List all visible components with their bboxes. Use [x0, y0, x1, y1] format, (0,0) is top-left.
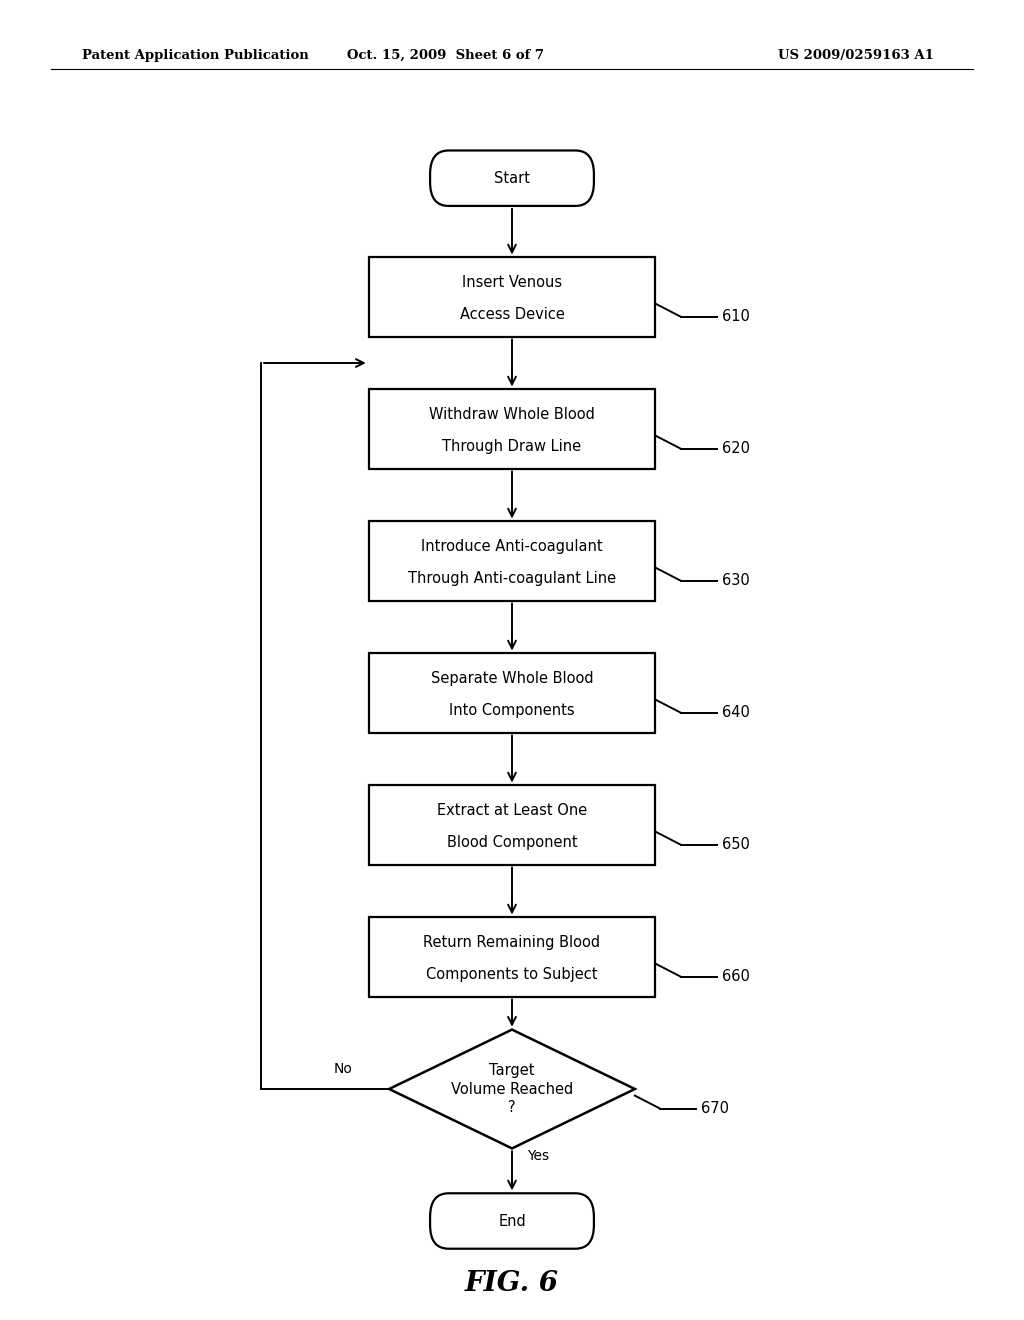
Text: Start: Start [494, 170, 530, 186]
Text: Oct. 15, 2009  Sheet 6 of 7: Oct. 15, 2009 Sheet 6 of 7 [347, 49, 544, 62]
Text: Introduce Anti-coagulant: Introduce Anti-coagulant [421, 539, 603, 554]
Text: Blood Component: Blood Component [446, 834, 578, 850]
Text: Extract at Least One: Extract at Least One [437, 803, 587, 818]
Text: 660: 660 [722, 969, 750, 985]
Text: Access Device: Access Device [460, 306, 564, 322]
Bar [369, 653, 655, 733]
Bar [369, 785, 655, 865]
Text: 650: 650 [722, 837, 750, 853]
FancyBboxPatch shape [430, 1193, 594, 1249]
Text: Separate Whole Blood: Separate Whole Blood [431, 671, 593, 686]
Text: Through Anti-coagulant Line: Through Anti-coagulant Line [408, 570, 616, 586]
Text: No: No [334, 1063, 352, 1076]
Text: FIG. 6: FIG. 6 [465, 1270, 559, 1296]
Text: 620: 620 [722, 441, 750, 457]
Text: Components to Subject: Components to Subject [426, 966, 598, 982]
Text: Through Draw Line: Through Draw Line [442, 438, 582, 454]
Text: 640: 640 [722, 705, 750, 721]
Text: Into Components: Into Components [450, 702, 574, 718]
Text: 670: 670 [701, 1101, 729, 1117]
Text: 610: 610 [722, 309, 750, 325]
Text: Patent Application Publication: Patent Application Publication [82, 49, 308, 62]
Bar [369, 389, 655, 469]
Text: End: End [498, 1213, 526, 1229]
Bar [369, 257, 655, 337]
Text: Yes: Yes [527, 1148, 550, 1163]
Text: Target
Volume Reached
?: Target Volume Reached ? [451, 1063, 573, 1115]
Text: US 2009/0259163 A1: US 2009/0259163 A1 [778, 49, 934, 62]
Text: 630: 630 [722, 573, 750, 589]
Polygon shape [389, 1030, 635, 1148]
Bar [369, 917, 655, 997]
Text: Return Remaining Blood: Return Remaining Blood [424, 935, 600, 950]
Bar [369, 521, 655, 601]
Text: Withdraw Whole Blood: Withdraw Whole Blood [429, 407, 595, 422]
FancyBboxPatch shape [430, 150, 594, 206]
Text: Insert Venous: Insert Venous [462, 275, 562, 290]
